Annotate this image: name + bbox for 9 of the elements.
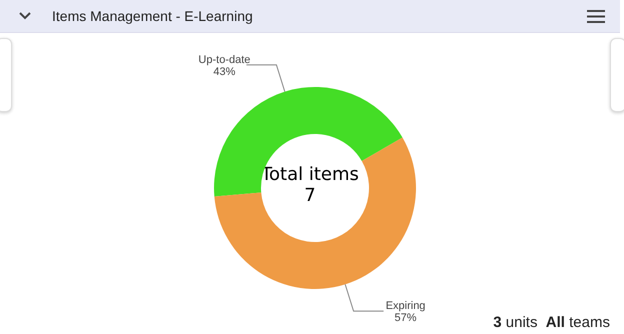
text: 7 [304, 185, 316, 206]
data-label: 57% [394, 312, 417, 324]
slice-label: Expiring [386, 300, 426, 312]
chart-title: Items Management - E-Learning [52, 8, 253, 24]
data-label: 43% [213, 66, 236, 78]
donut-slice [214, 138, 416, 289]
text: 3 units All teams [493, 314, 610, 331]
text: Total items [260, 164, 359, 185]
slice-label: Up-to-date [198, 54, 250, 66]
